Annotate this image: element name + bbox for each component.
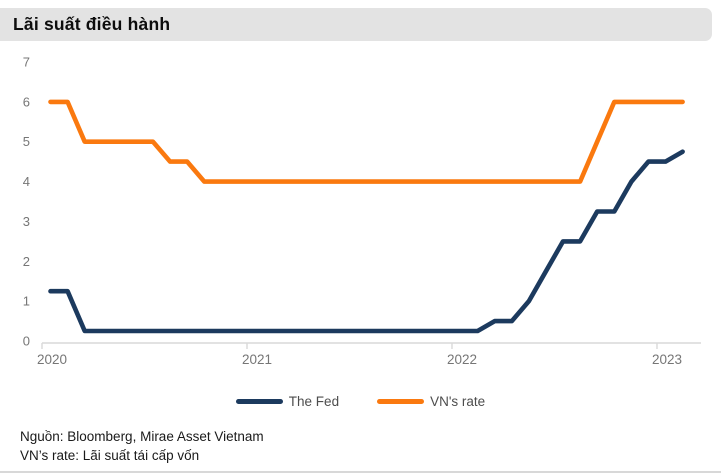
series-line-the-fed	[48, 149, 685, 334]
series-line-vn-s-rate	[48, 99, 685, 184]
y-axis-label: 0	[23, 334, 30, 349]
chart-title: Lãi suất điều hành	[13, 14, 171, 34]
bottom-divider	[0, 471, 721, 473]
fed-line-swatch	[235, 398, 283, 404]
y-axis-label: 6	[23, 94, 30, 109]
rate-definition-note: VN’s rate: Lãi suất tái cấp vốn	[20, 447, 200, 463]
legend-item-vn: VN's rate	[377, 394, 485, 409]
x-axis-label: 2022	[447, 352, 477, 367]
y-axis-label: 7	[23, 55, 30, 70]
chart-title-bar: Lãi suất điều hành	[0, 8, 712, 41]
chart-legend: The Fed VN's rate	[0, 391, 721, 411]
legend-label-vn: VN's rate	[430, 393, 486, 409]
x-axis-label: 2021	[242, 352, 272, 367]
y-axis-label: 4	[23, 174, 30, 189]
legend-label-fed: The Fed	[288, 393, 340, 409]
x-axis-label: 2020	[37, 352, 67, 367]
x-axis-label: 2023	[652, 352, 682, 367]
y-axis-label: 5	[23, 134, 30, 149]
chart-footnotes: Nguồn: Bloomberg, Mirae Asset Vietnam VN…	[20, 428, 700, 465]
vn-line-swatch	[377, 398, 425, 404]
legend-item-fed: The Fed	[235, 393, 340, 409]
source-note: Nguồn: Bloomberg, Mirae Asset Vietnam	[20, 429, 264, 444]
y-axis-label: 1	[23, 294, 30, 309]
y-axis-label: 3	[23, 214, 30, 229]
y-axis-label: 2	[23, 254, 30, 269]
